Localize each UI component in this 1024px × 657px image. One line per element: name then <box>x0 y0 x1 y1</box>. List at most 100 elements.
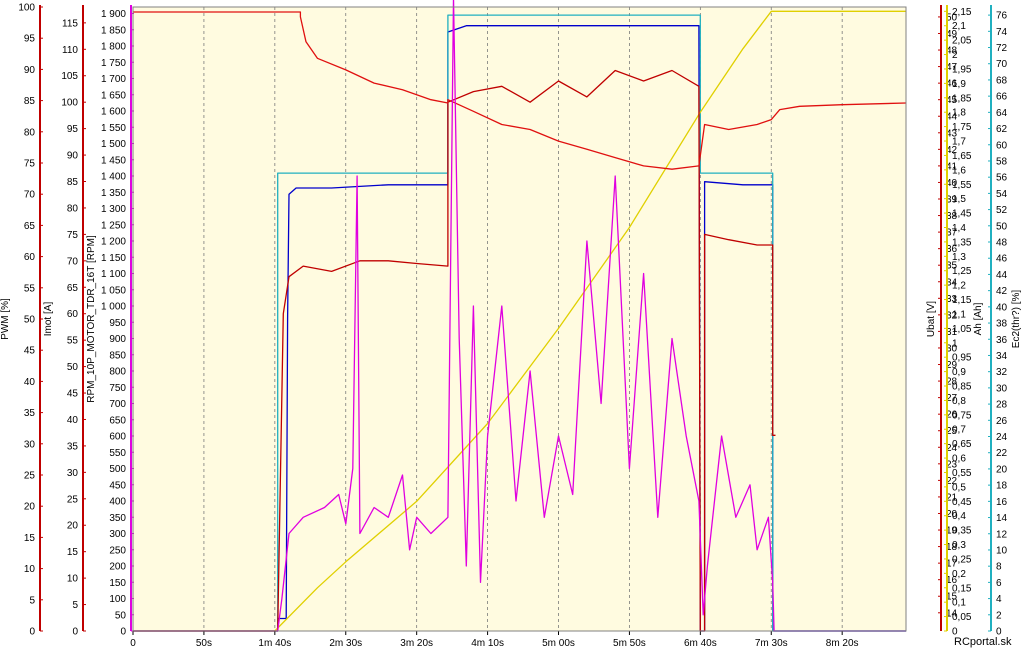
ah-tick-label: 1 <box>952 338 958 349</box>
ubat-tick-label: 49 <box>946 29 958 40</box>
ec2-tick-label: 52 <box>996 205 1008 216</box>
ubat-tick-label: 16 <box>946 575 958 586</box>
ah-tick-label: 1,3 <box>952 252 966 263</box>
ah-tick-label: 0 <box>952 627 958 638</box>
ec2-tick-label: 40 <box>996 302 1008 313</box>
ah-tick-label: 2,05 <box>952 36 972 47</box>
x-tick-label: 8m 20s <box>826 638 859 649</box>
ec2-tick-label: 22 <box>996 448 1008 459</box>
rpm-tick-label: 0 <box>120 627 126 638</box>
rpm-tick-label: 850 <box>109 350 126 361</box>
ah-tick-label: 1,55 <box>952 180 972 191</box>
imot-tick-label: 110 <box>62 45 78 56</box>
pwm-tick-label: 70 <box>24 190 36 201</box>
rpm-tick-label: 1 000 <box>101 302 126 313</box>
ah-tick-label: 1,7 <box>952 137 966 148</box>
ah-tick-label: 1,2 <box>952 281 966 292</box>
rpm-tick-label: 1 300 <box>101 204 126 215</box>
ec2-tick-label: 12 <box>996 529 1008 540</box>
ubat-tick-label: 48 <box>946 46 958 57</box>
imot-series-line <box>133 69 776 632</box>
ah-tick-label: 1,1 <box>952 309 966 320</box>
ah-tick-label: 1,15 <box>952 295 972 306</box>
imot-axis-label: Imot [A] <box>43 302 54 337</box>
ubat-tick-label: 37 <box>946 228 958 239</box>
ec2-tick-label: 8 <box>996 562 1002 573</box>
x-tick-label: 6m 40s <box>684 638 717 649</box>
ah-tick-label: 2 <box>952 50 958 61</box>
ec2-tick-label: 42 <box>996 286 1008 297</box>
x-tick-label: 5m 50s <box>613 638 646 649</box>
ec2-tick-label: 2 <box>996 610 1002 621</box>
ec2-tick-label: 6 <box>996 578 1002 589</box>
ec2-tick-label: 4 <box>996 594 1002 605</box>
pwm-tick-label: 55 <box>24 283 36 294</box>
ec2-tick-label: 72 <box>996 43 1008 54</box>
ah-tick-label: 1,75 <box>952 122 972 133</box>
series-layer <box>133 0 907 632</box>
x-tick-label: 2m 30s <box>329 638 362 649</box>
rpm-tick-label: 1 900 <box>101 9 126 20</box>
pwm-tick-label: 35 <box>24 408 36 419</box>
ec2-tick-label: 74 <box>996 27 1008 38</box>
ec2-axis-label: Ec2(thr?) [%] <box>1011 290 1022 349</box>
rpm-tick-label: 800 <box>109 367 126 378</box>
ec2-tick-label: 56 <box>996 173 1008 184</box>
ubat-tick-label: 23 <box>946 459 958 470</box>
ec2-tick-label: 10 <box>996 545 1008 556</box>
ubat-tick-label: 31 <box>946 327 958 338</box>
imot-tick-label: 80 <box>67 203 79 214</box>
ubat-tick-label: 22 <box>946 476 958 487</box>
rpm-series-line <box>133 0 906 632</box>
ubat-tick-label: 50 <box>946 12 958 23</box>
imot-tick-label: 20 <box>67 521 79 532</box>
ec2-tick-label: 36 <box>996 335 1008 346</box>
ah-axis-label: Ah [Ah] <box>973 302 984 335</box>
rpm-tick-label: 1 750 <box>101 58 126 69</box>
pwm-tick-label: 95 <box>24 34 36 45</box>
ah-tick-label: 0,4 <box>952 511 966 522</box>
ec2-tick-label: 34 <box>996 351 1008 362</box>
rpm-tick-label: 1 550 <box>101 123 126 134</box>
ubat-tick-label: 24 <box>946 443 958 454</box>
pwm-tick-label: 5 <box>29 595 35 606</box>
pwm-tick-label: 20 <box>24 502 36 513</box>
ah-tick-label: 0,35 <box>952 526 972 537</box>
pwm-tick-label: 30 <box>24 439 36 450</box>
x-tick-label: 3m 20s <box>400 638 433 649</box>
rpm-tick-label: 250 <box>109 545 126 556</box>
pwm-tick-label: 80 <box>24 127 36 138</box>
rpm-axis-label: RPM_10P_MOTOR_TDR_16T [RPM] <box>86 235 97 403</box>
ubat-tick-label: 30 <box>946 343 958 354</box>
rpm-tick-label: 400 <box>109 497 126 508</box>
rpm-tick-label: 900 <box>109 334 126 345</box>
ah-tick-label: 1,6 <box>952 165 966 176</box>
ubat-axis-label: Ubat [V] <box>926 301 937 337</box>
ah-tick-label: 0,1 <box>952 598 966 609</box>
ubat-tick-label: 21 <box>946 492 958 503</box>
imot-tick-label: 85 <box>67 177 79 188</box>
pwm-tick-label: 45 <box>24 346 36 357</box>
ubat-tick-label: 27 <box>946 393 958 404</box>
pwm-tick-label: 90 <box>24 65 36 76</box>
pwm-tick-label: 10 <box>24 564 36 575</box>
rpm-tick-label: 550 <box>109 448 126 459</box>
x-tick-label: 1m 40s <box>258 638 291 649</box>
ah-tick-label: 0,9 <box>952 367 966 378</box>
ec2-tick-label: 66 <box>996 92 1008 103</box>
rpm-tick-label: 150 <box>109 578 126 589</box>
ah-tick-label: 1,65 <box>952 151 972 162</box>
plot-background <box>133 7 906 631</box>
ubat-tick-label: 45 <box>946 95 958 106</box>
rpm-tick-label: 650 <box>109 415 126 426</box>
rpm-tick-label: 200 <box>109 562 126 573</box>
ec2-tick-label: 0 <box>996 627 1002 638</box>
imot-tick-label: 10 <box>67 574 79 585</box>
ah-tick-label: 0,3 <box>952 540 966 551</box>
ec2-tick-label: 18 <box>996 481 1008 492</box>
imot-tick-label: 5 <box>72 600 78 611</box>
rpm-tick-label: 1 250 <box>101 220 126 231</box>
watermark: RCportal.sk <box>954 636 1012 648</box>
ubat-tick-label: 33 <box>946 294 958 305</box>
